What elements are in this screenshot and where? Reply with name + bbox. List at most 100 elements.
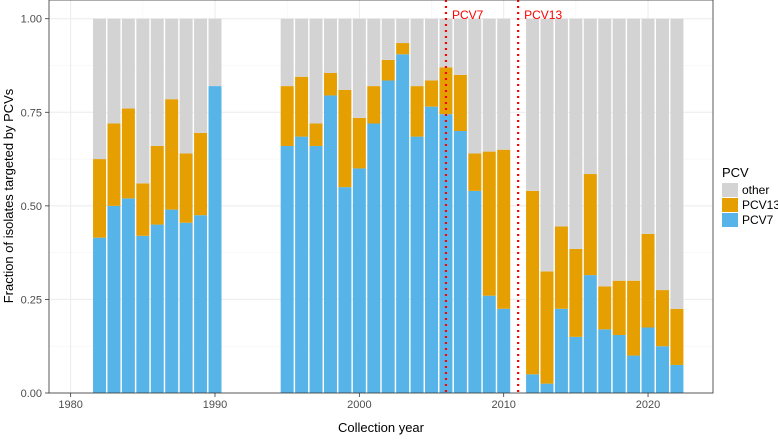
bar-pcv7-1995: [280, 145, 294, 393]
bar-pcv13-1997: [309, 123, 323, 146]
bar-pcv13-2013: [540, 271, 554, 384]
bar-pcv7-2001: [367, 123, 381, 393]
bar-pcv13-1996: [295, 76, 309, 137]
bar-pcv7-2007: [453, 131, 467, 393]
bar-pcv7-1998: [323, 95, 337, 393]
bar-other-1997: [309, 18, 323, 124]
annotation-lines: PCV7 PCV13: [444, 0, 562, 393]
x-tick-label: 1980: [58, 399, 82, 411]
bar-other-1987: [165, 18, 179, 100]
bar-pcv7-1999: [338, 187, 352, 393]
bar-pcv13-2015: [569, 248, 583, 337]
legend-swatch-pcv7: [722, 213, 738, 227]
bar-pcv7-2002: [381, 80, 395, 393]
bar-other-1990: [208, 18, 222, 87]
bar-pcv13-2020: [641, 233, 655, 328]
bar-pcv7-1989: [194, 215, 208, 393]
bar-other-1988: [179, 18, 193, 154]
bar-pcv7-2003: [396, 54, 410, 394]
x-tick-label: 1990: [203, 399, 227, 411]
bar-other-2002: [381, 18, 395, 60]
bar-pcv7-1990: [208, 86, 222, 393]
y-tick-label: 0.00: [21, 388, 42, 400]
bar-pcv7-2000: [352, 168, 366, 393]
bar-other-2020: [641, 18, 655, 234]
bar-pcv13-2000: [352, 117, 366, 169]
bar-other-2007: [453, 18, 467, 75]
bar-pcv7-2005: [425, 106, 439, 394]
bar-pcv13-1998: [323, 72, 337, 96]
bar-pcv13-2016: [583, 174, 597, 276]
bar-other-2021: [655, 18, 669, 291]
vline-label-pcv7: PCV7: [452, 8, 484, 22]
bar-pcv7-2019: [627, 355, 641, 393]
bar-pcv7-2010: [497, 308, 511, 393]
y-tick-label: 0.25: [21, 294, 42, 306]
bar-other-1998: [323, 18, 337, 73]
bar-pcv7-2017: [598, 329, 612, 393]
y-tick-label: 0.50: [21, 201, 42, 213]
bar-pcv13-2022: [670, 308, 684, 365]
bar-pcv13-2005: [425, 80, 439, 107]
bar-pcv13-1985: [136, 183, 150, 236]
legend-label-other: other: [742, 183, 769, 197]
bar-pcv7-1996: [295, 136, 309, 394]
bar-other-1996: [295, 18, 309, 77]
bar-pcv7-1983: [107, 205, 121, 393]
bar-pcv13-1987: [165, 99, 179, 210]
legend-title: PCV: [722, 165, 749, 180]
legend-label-pcv7: PCV7: [742, 213, 774, 227]
bar-other-2010: [497, 18, 511, 150]
bar-pcv13-1995: [280, 86, 294, 146]
bar-other-1985: [136, 18, 150, 184]
bar-pcv7-1984: [121, 198, 135, 393]
bar-pcv13-2001: [367, 86, 381, 124]
bar-pcv13-1982: [93, 159, 107, 238]
bar-pcv13-2010: [497, 149, 511, 309]
vline-label-pcv13: PCV13: [524, 8, 562, 22]
y-axis-title: Fraction of isolates targeted by PCVs: [1, 88, 16, 303]
bar-pcv7-1987: [165, 209, 179, 393]
bar-pcv7-1986: [150, 224, 164, 393]
bar-pcv7-2015: [569, 336, 583, 393]
bar-other-2015: [569, 18, 583, 249]
bar-pcv7-2009: [482, 295, 496, 393]
x-tick-label: 2010: [491, 399, 515, 411]
bars: [93, 18, 684, 394]
bar-pcv7-2012: [526, 374, 540, 393]
bar-pcv13-2014: [554, 226, 568, 309]
bar-pcv13-2021: [655, 290, 669, 347]
legend-swatch-pcv13: [722, 198, 738, 212]
x-tick-label: 2000: [347, 399, 371, 411]
bar-pcv13-2004: [410, 86, 424, 137]
bar-other-2009: [482, 18, 496, 152]
bar-pcv7-2013: [540, 383, 554, 393]
y-axis: 0.00 0.25 0.50 0.75 1.00: [21, 14, 49, 400]
legend-swatch-other: [722, 183, 738, 197]
bar-pcv13-2009: [482, 151, 496, 296]
bar-pcv7-2014: [554, 308, 568, 393]
bar-pcv13-2007: [453, 74, 467, 131]
bar-pcv7-1982: [93, 237, 107, 393]
bar-pcv7-2016: [583, 275, 597, 393]
bar-pcv13-2002: [381, 59, 395, 81]
bar-pcv13-1983: [107, 123, 121, 206]
bar-pcv13-1986: [150, 145, 164, 225]
bar-other-2019: [627, 18, 641, 281]
bar-pcv7-1985: [136, 235, 150, 393]
bar-other-2005: [425, 18, 439, 81]
plot-border: [48, 0, 714, 394]
legend-label-pcv13: PCV13: [742, 198, 778, 212]
bar-pcv13-1984: [121, 108, 135, 199]
bar-other-2018: [612, 18, 626, 281]
bar-other-2017: [598, 18, 612, 287]
y-tick-label: 1.00: [21, 14, 42, 26]
legend: PCV other PCV13 PCV7: [722, 165, 778, 227]
x-axis-title: Collection year: [338, 420, 425, 435]
bar-other-2000: [352, 18, 366, 118]
bar-other-2012: [526, 18, 540, 191]
bar-pcv7-2018: [612, 334, 626, 393]
bar-other-1995: [280, 18, 294, 87]
bar-other-1982: [93, 18, 107, 160]
